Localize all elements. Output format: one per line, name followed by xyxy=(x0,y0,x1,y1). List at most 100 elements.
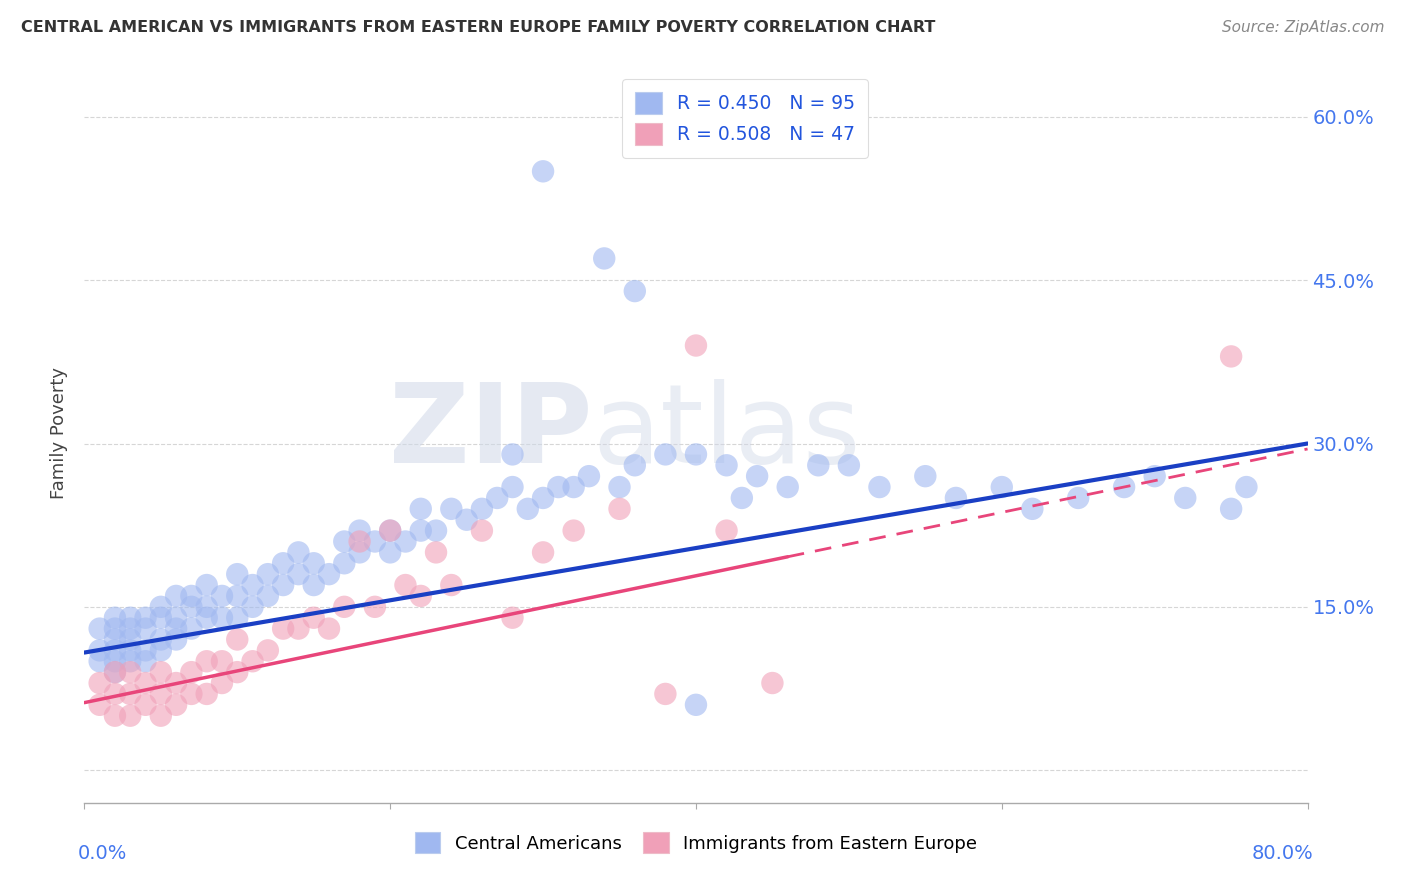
Point xyxy=(1220,350,1243,364)
Point xyxy=(287,567,309,582)
Point xyxy=(349,545,371,559)
Point xyxy=(349,524,371,538)
Point xyxy=(195,599,218,614)
Point xyxy=(120,632,142,647)
Point xyxy=(226,665,249,680)
Point xyxy=(409,501,432,516)
Text: ZIP: ZIP xyxy=(388,379,592,486)
Point xyxy=(226,589,249,603)
Point xyxy=(578,469,600,483)
Point xyxy=(226,567,249,582)
Point xyxy=(135,654,157,668)
Point xyxy=(333,556,356,570)
Point xyxy=(486,491,509,505)
Point xyxy=(562,480,585,494)
Point xyxy=(165,632,187,647)
Point xyxy=(149,632,172,647)
Point xyxy=(104,708,127,723)
Point xyxy=(1067,491,1090,505)
Point xyxy=(471,501,494,516)
Point xyxy=(242,654,264,668)
Point xyxy=(165,622,187,636)
Point xyxy=(318,622,340,636)
Point xyxy=(1174,491,1197,505)
Point xyxy=(409,589,432,603)
Point xyxy=(1220,501,1243,516)
Point xyxy=(120,654,142,668)
Point xyxy=(624,284,647,298)
Point xyxy=(149,665,172,680)
Point xyxy=(165,611,187,625)
Point xyxy=(333,599,356,614)
Point xyxy=(180,622,202,636)
Point xyxy=(531,164,554,178)
Y-axis label: Family Poverty: Family Poverty xyxy=(51,367,69,499)
Point xyxy=(195,654,218,668)
Point xyxy=(104,687,127,701)
Point xyxy=(624,458,647,473)
Point xyxy=(531,491,554,505)
Point xyxy=(685,447,707,461)
Point xyxy=(149,643,172,657)
Point xyxy=(1114,480,1136,494)
Point xyxy=(120,622,142,636)
Point xyxy=(120,708,142,723)
Point xyxy=(165,589,187,603)
Point xyxy=(364,534,387,549)
Point xyxy=(180,589,202,603)
Point xyxy=(425,545,447,559)
Point xyxy=(364,599,387,614)
Point xyxy=(776,480,799,494)
Point xyxy=(807,458,830,473)
Point xyxy=(135,698,157,712)
Point xyxy=(761,676,783,690)
Point xyxy=(135,643,157,657)
Point xyxy=(242,578,264,592)
Point xyxy=(180,599,202,614)
Point xyxy=(165,676,187,690)
Text: CENTRAL AMERICAN VS IMMIGRANTS FROM EASTERN EUROPE FAMILY POVERTY CORRELATION CH: CENTRAL AMERICAN VS IMMIGRANTS FROM EAST… xyxy=(21,20,935,35)
Text: Source: ZipAtlas.com: Source: ZipAtlas.com xyxy=(1222,20,1385,35)
Point xyxy=(211,654,233,668)
Text: 80.0%: 80.0% xyxy=(1251,844,1313,863)
Point xyxy=(502,480,524,494)
Point xyxy=(135,611,157,625)
Point xyxy=(271,556,294,570)
Point xyxy=(747,469,769,483)
Point xyxy=(302,556,325,570)
Point xyxy=(89,622,111,636)
Point xyxy=(195,578,218,592)
Point xyxy=(104,654,127,668)
Point xyxy=(89,676,111,690)
Point xyxy=(318,567,340,582)
Point xyxy=(380,524,402,538)
Point xyxy=(211,611,233,625)
Point xyxy=(685,338,707,352)
Point xyxy=(149,708,172,723)
Point xyxy=(104,632,127,647)
Point xyxy=(195,687,218,701)
Text: 0.0%: 0.0% xyxy=(79,844,128,863)
Point xyxy=(914,469,936,483)
Point xyxy=(149,611,172,625)
Point xyxy=(89,643,111,657)
Point xyxy=(120,665,142,680)
Point xyxy=(1236,480,1258,494)
Point xyxy=(562,524,585,538)
Point xyxy=(380,545,402,559)
Point xyxy=(456,513,478,527)
Point xyxy=(502,447,524,461)
Point xyxy=(165,698,187,712)
Point xyxy=(104,611,127,625)
Point xyxy=(531,545,554,559)
Point xyxy=(149,599,172,614)
Point xyxy=(211,676,233,690)
Point xyxy=(716,458,738,473)
Point xyxy=(516,501,538,516)
Point xyxy=(271,622,294,636)
Point xyxy=(195,611,218,625)
Point xyxy=(471,524,494,538)
Point xyxy=(257,643,280,657)
Point xyxy=(716,524,738,538)
Point xyxy=(211,589,233,603)
